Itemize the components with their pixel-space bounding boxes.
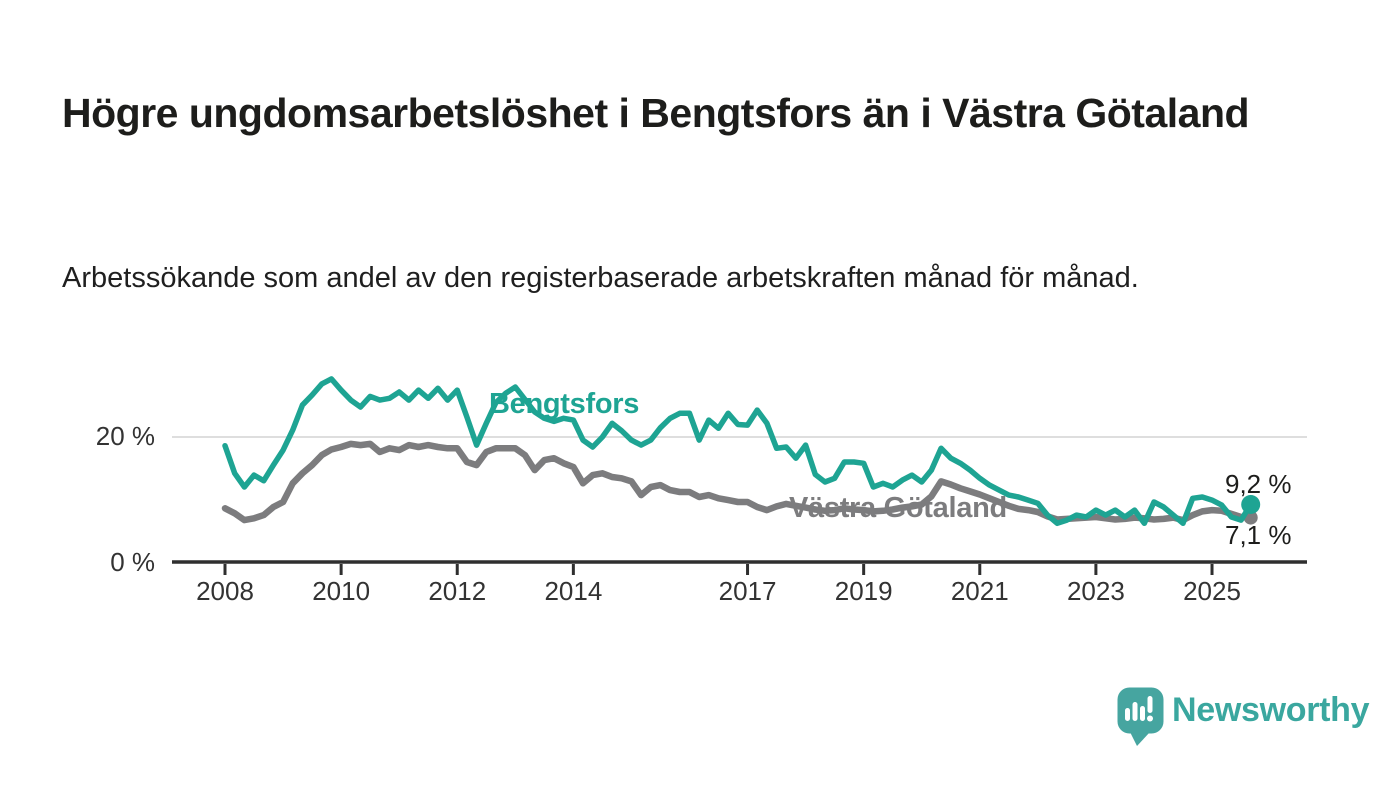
bar-chart-speech-bubble-icon xyxy=(1117,687,1164,746)
x-axis-labels: 2008 2010 2012 2014 2017 2019 2021 2023 2025 xyxy=(0,576,1400,606)
x-tick-label-2019: 2019 xyxy=(834,576,893,606)
series-end-dot-bengtsfors xyxy=(1241,495,1261,514)
y-axis-tick-20: 20 % xyxy=(95,421,155,451)
newsworthy-wordmark: Newsworthy xyxy=(1172,691,1370,729)
x-tick-label-2014: 2014 xyxy=(544,576,603,606)
x-tick-label-2012: 2012 xyxy=(428,576,487,606)
page-title: Högre ungdomsarbetslöshet i Bengtsfors ä… xyxy=(62,90,1250,137)
newsworthy-logo: Newsworthy xyxy=(1117,687,1377,749)
end-value-label-bengtsfors: 9,2 % xyxy=(1225,469,1292,499)
x-tick-label-2021: 2021 xyxy=(950,576,1009,606)
x-tick-label-2008: 2008 xyxy=(196,576,254,606)
series-label-vastra-gotaland: Västra Götaland xyxy=(789,492,1007,524)
x-tick-label-2023: 2023 xyxy=(1066,576,1125,606)
series-line-bengtsfors xyxy=(222,376,1254,527)
x-tick-label-2010: 2010 xyxy=(312,576,371,606)
x-tick-label-2017: 2017 xyxy=(718,576,777,606)
series-label-bengtsfors: Bengtsfors xyxy=(489,388,640,420)
y-axis-tick-0: 0 % xyxy=(110,547,155,577)
line-chart xyxy=(172,376,1307,575)
end-value-label-vastra-gotaland: 7,1 % xyxy=(1225,520,1292,550)
chart-subtitle: Arbetssökande som andel av den registerb… xyxy=(62,262,1139,294)
x-tick-label-2025: 2025 xyxy=(1183,576,1241,606)
